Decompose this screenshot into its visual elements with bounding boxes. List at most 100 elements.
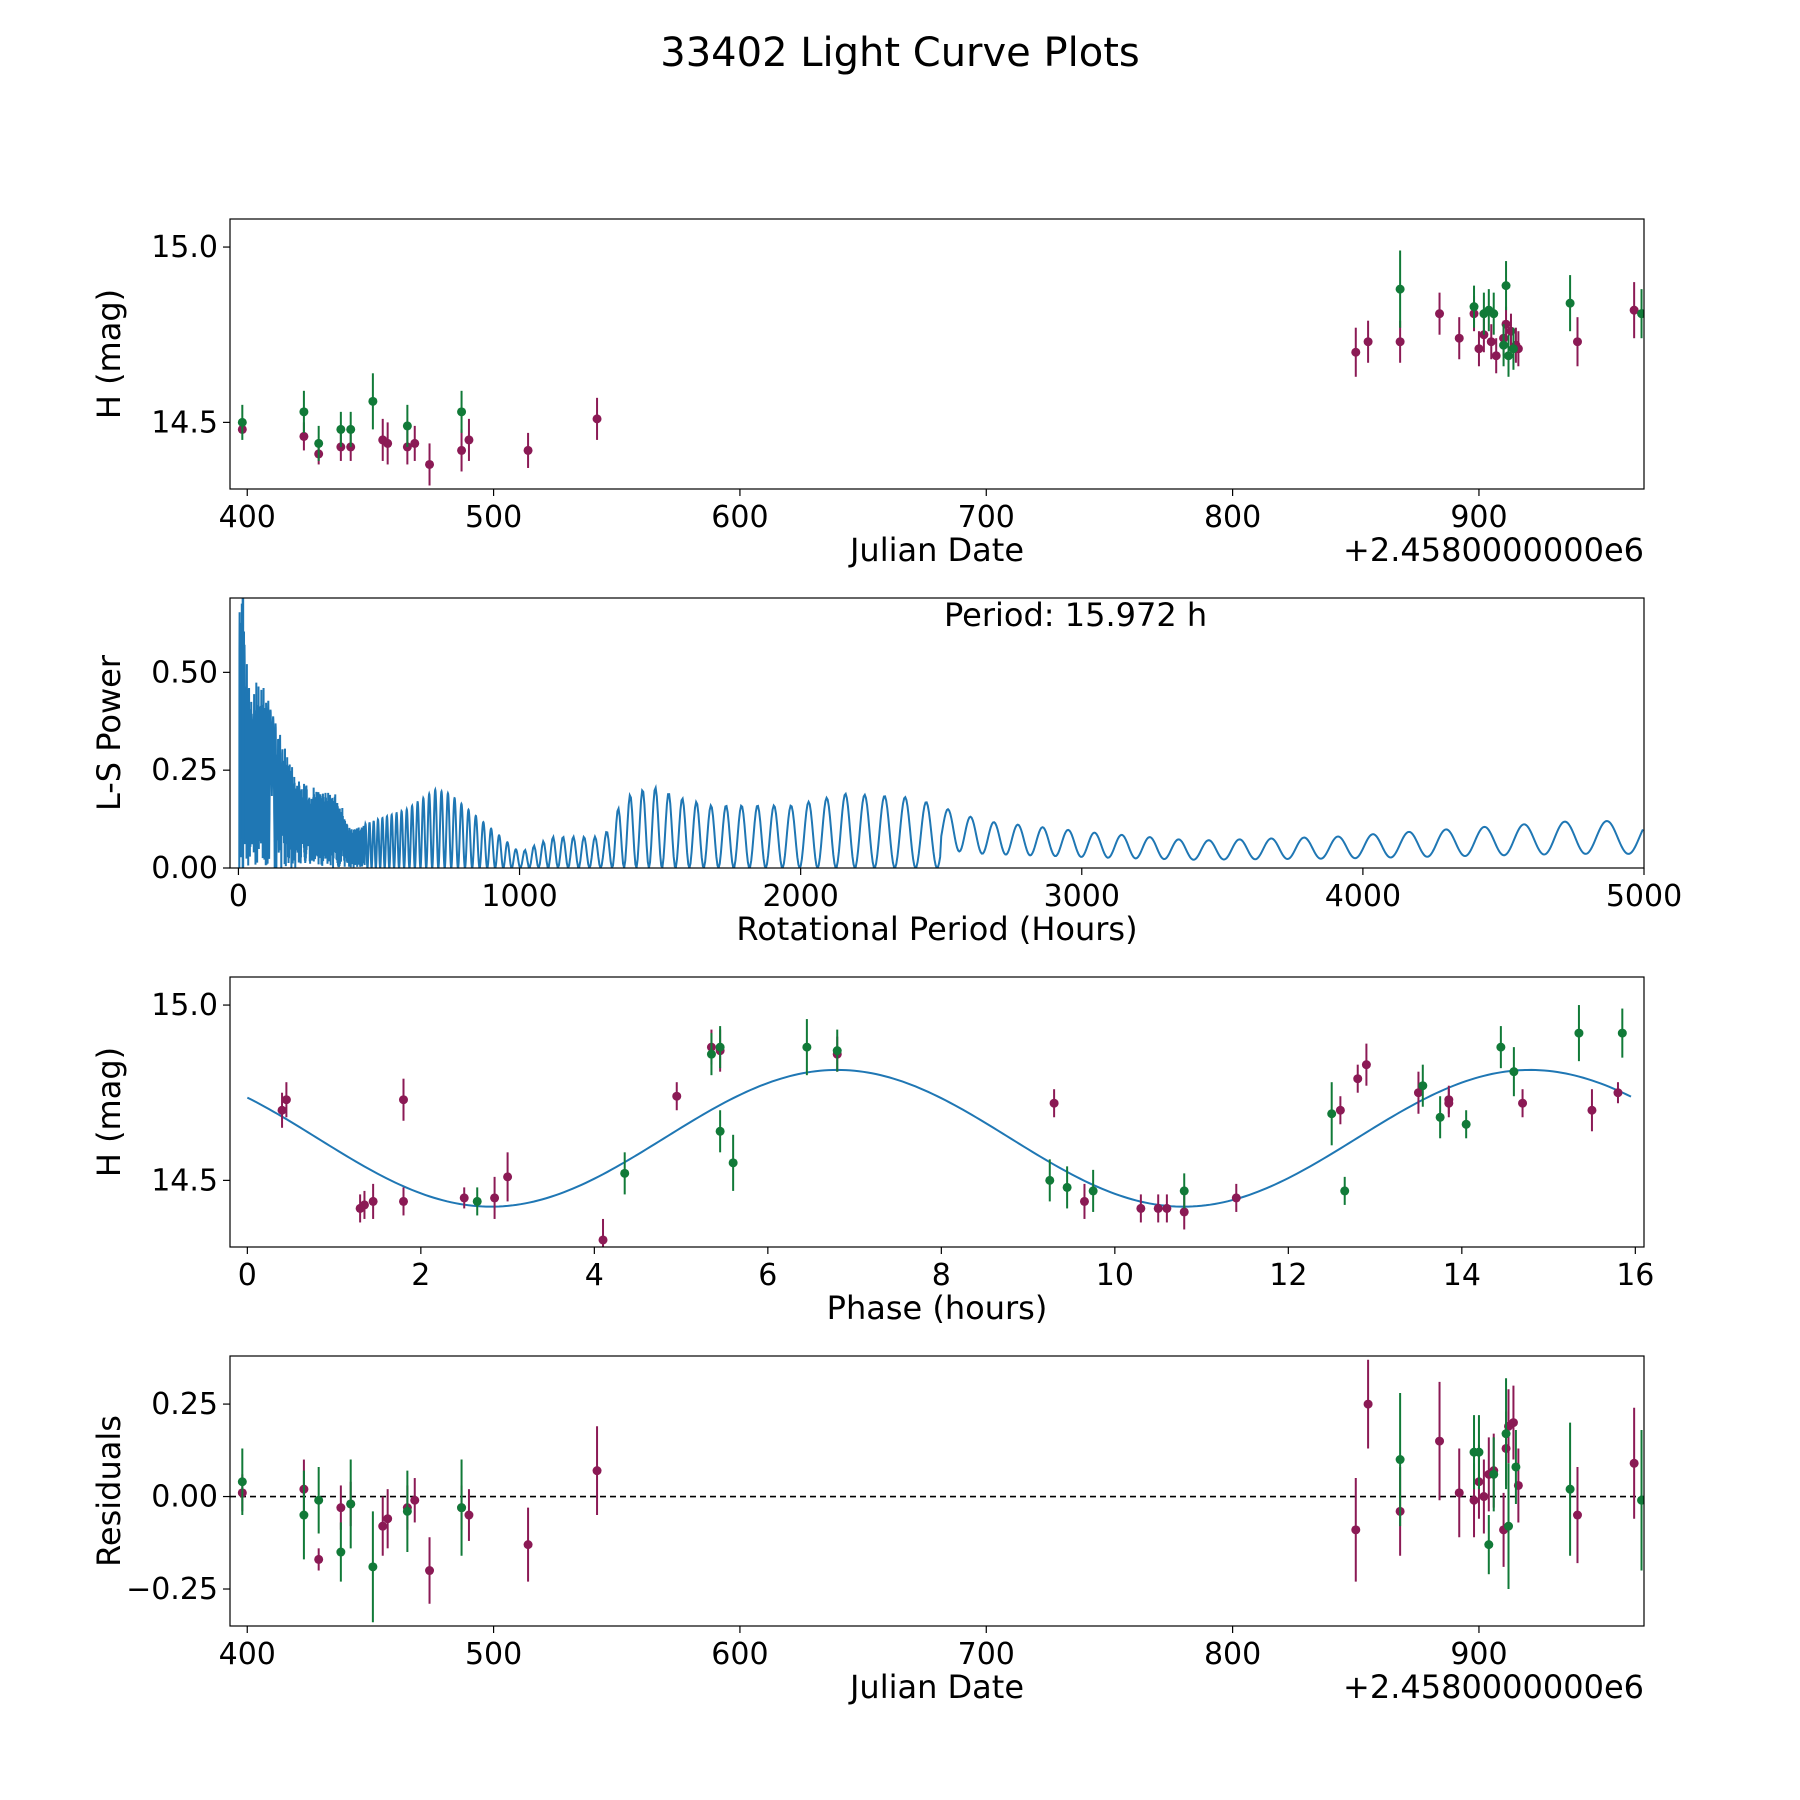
magenta-data-point bbox=[1363, 1399, 1373, 1409]
magenta-data-point bbox=[1335, 1105, 1345, 1115]
x-tick-label: 10 bbox=[1096, 1258, 1134, 1293]
phase-panel: 0 2 4 6 8 10 12 14 16 14.5 15.0 Phase (hours) H (mag… bbox=[90, 976, 1654, 1327]
magenta-data-point bbox=[398, 1196, 408, 1206]
green-data-point bbox=[1504, 1521, 1514, 1531]
green-data-point bbox=[1489, 1469, 1499, 1479]
green-data-point bbox=[1062, 1182, 1072, 1192]
magenta-data-point bbox=[598, 1235, 608, 1245]
x-axis-label: Julian Date bbox=[848, 1668, 1024, 1706]
magenta-data-point bbox=[523, 445, 533, 455]
green-data-point bbox=[1045, 1175, 1055, 1185]
green-data-point bbox=[299, 1510, 309, 1520]
green-data-point bbox=[1484, 1540, 1494, 1550]
green-data-point bbox=[1088, 1186, 1098, 1196]
magenta-data-point bbox=[592, 414, 602, 424]
x-tick-label: 0 bbox=[238, 1258, 257, 1293]
magenta-data-point bbox=[378, 1521, 388, 1531]
y-tick-label: 14.5 bbox=[151, 405, 218, 440]
green-data-point bbox=[802, 1042, 812, 1052]
phase-axes-frame bbox=[229, 976, 1645, 1248]
green-data-point bbox=[1340, 1186, 1350, 1196]
green-data-point bbox=[1461, 1119, 1471, 1129]
phase-plot-area bbox=[246, 1005, 1632, 1247]
magenta-data-point bbox=[410, 1495, 420, 1505]
y-tick-label: 0.25 bbox=[151, 753, 218, 788]
magenta-data-point bbox=[1179, 1207, 1189, 1217]
y-axis-label: H (mag) bbox=[90, 1047, 128, 1177]
x-tick-label: 500 bbox=[465, 1637, 522, 1672]
x-tick-label: 5000 bbox=[1606, 879, 1682, 914]
green-data-point bbox=[336, 424, 346, 434]
green-data-point bbox=[706, 1049, 716, 1059]
x-tick-label: 16 bbox=[1616, 1258, 1654, 1293]
ls-power-line bbox=[238, 603, 1644, 868]
green-data-point bbox=[346, 1499, 356, 1509]
magenta-data-point bbox=[1435, 309, 1445, 319]
green-data-point bbox=[457, 1503, 467, 1513]
magenta-data-point bbox=[1572, 1510, 1582, 1520]
green-data-point bbox=[832, 1046, 842, 1056]
magenta-data-point bbox=[1572, 337, 1582, 347]
y-tick-label: 0.25 bbox=[151, 1387, 218, 1422]
lightcurve-axes-frame bbox=[229, 218, 1645, 490]
magenta-data-point bbox=[672, 1091, 682, 1101]
magenta-data-point bbox=[1454, 333, 1464, 343]
green-data-point bbox=[715, 1042, 725, 1052]
green-data-point bbox=[368, 396, 378, 406]
green-data-point bbox=[1509, 1067, 1519, 1077]
green-data-point bbox=[237, 417, 247, 427]
magenta-data-point bbox=[277, 1105, 287, 1115]
x-offset-label: +2.4580000000e6 bbox=[1343, 1668, 1644, 1706]
x-tick-label: 4000 bbox=[1325, 879, 1401, 914]
magenta-data-point bbox=[1587, 1105, 1597, 1115]
magenta-data-point bbox=[1518, 1098, 1528, 1108]
green-data-point bbox=[1179, 1186, 1189, 1196]
green-data-point bbox=[1435, 1112, 1445, 1122]
magenta-data-point bbox=[368, 1196, 378, 1206]
green-data-point bbox=[402, 1506, 412, 1516]
green-data-point bbox=[1501, 281, 1511, 291]
magenta-data-point bbox=[299, 431, 309, 441]
magenta-data-point bbox=[383, 1514, 393, 1524]
x-tick-label: 8 bbox=[932, 1258, 951, 1293]
magenta-data-point bbox=[1353, 1074, 1363, 1084]
y-tick-label: −0.25 bbox=[126, 1572, 218, 1607]
x-tick-label: 600 bbox=[711, 500, 768, 535]
magenta-data-point bbox=[1474, 344, 1484, 354]
x-tick-label: 6 bbox=[758, 1258, 777, 1293]
magenta-data-point bbox=[398, 1095, 408, 1105]
green-data-point bbox=[620, 1168, 630, 1178]
magenta-data-point bbox=[1153, 1203, 1163, 1213]
green-data-point bbox=[1395, 284, 1405, 294]
magenta-data-point bbox=[1351, 1525, 1361, 1535]
x-axis-label: Julian Date bbox=[848, 531, 1024, 569]
green-data-point bbox=[1418, 1081, 1428, 1091]
y-tick-label: 14.5 bbox=[151, 1163, 218, 1198]
green-data-point bbox=[1496, 1042, 1506, 1052]
magenta-data-point bbox=[464, 435, 474, 445]
x-tick-label: 800 bbox=[1204, 500, 1261, 535]
green-data-point bbox=[1504, 351, 1514, 361]
green-data-point bbox=[1469, 302, 1479, 312]
green-data-point bbox=[472, 1196, 482, 1206]
green-data-point bbox=[457, 407, 467, 417]
residuals-panel: 400 500 600 700 800 900 −0.25 0.00 0.25 Julian Da… bbox=[90, 1355, 1645, 1706]
magenta-data-point bbox=[359, 1200, 369, 1210]
residuals-plot-area bbox=[230, 1359, 1644, 1623]
green-data-point bbox=[336, 1547, 346, 1557]
x-offset-label: +2.4580000000e6 bbox=[1343, 531, 1644, 569]
green-data-point bbox=[368, 1562, 378, 1572]
magenta-data-point bbox=[1486, 337, 1496, 347]
x-axis-label: Phase (hours) bbox=[827, 1289, 1048, 1327]
y-axis-label: Residuals bbox=[90, 1415, 128, 1567]
magenta-data-point bbox=[1629, 305, 1639, 315]
magenta-data-point bbox=[490, 1193, 500, 1203]
magenta-data-point bbox=[1491, 351, 1501, 361]
y-tick-label: 0.50 bbox=[151, 655, 218, 690]
green-data-point bbox=[1489, 309, 1499, 319]
green-data-point bbox=[1327, 1109, 1337, 1119]
green-data-point bbox=[299, 407, 309, 417]
y-tick-label: 0.00 bbox=[151, 851, 218, 886]
x-tick-label: 700 bbox=[958, 500, 1015, 535]
magenta-data-point bbox=[1613, 1088, 1623, 1098]
